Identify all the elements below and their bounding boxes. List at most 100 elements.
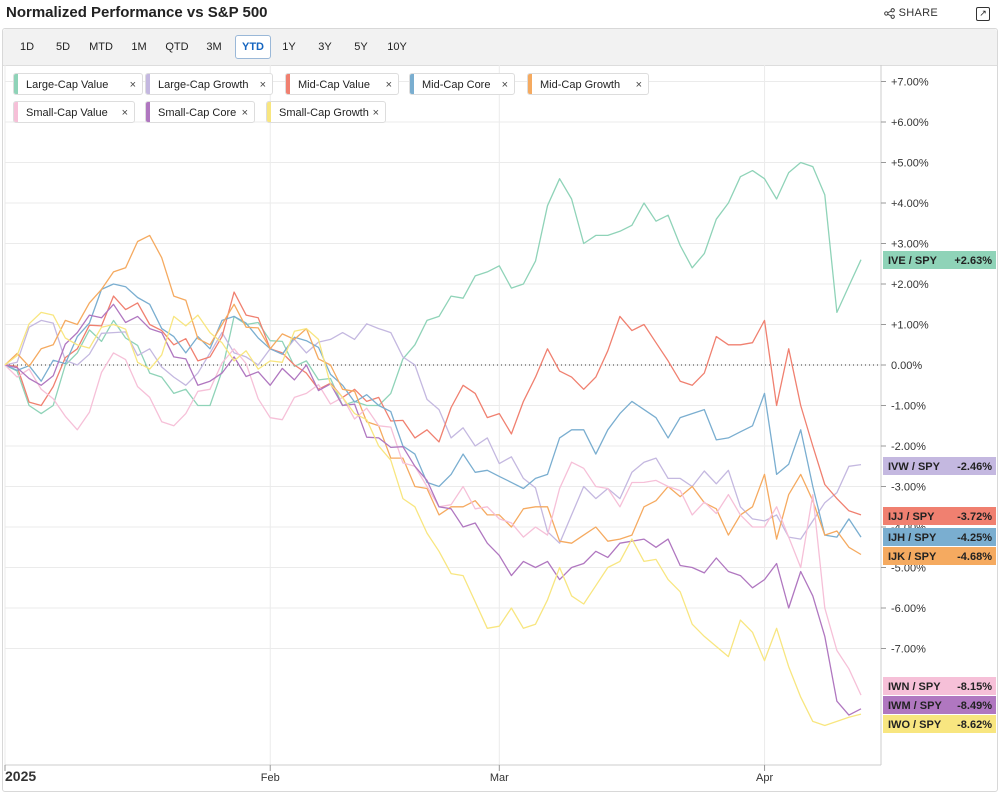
y-tick-label: -5.00% [891,563,926,575]
y-tick-label: +1.00% [891,320,929,332]
y-tick-label: +2.00% [891,279,929,291]
legend-label: Small-Cap Value [26,107,108,119]
value-badge-bg [883,251,996,269]
legend-swatch [267,102,271,122]
series-line-ijk [4,234,862,556]
legend-swatch [146,74,150,94]
series-line-ivw [4,319,862,544]
legend-label: Mid-Cap Growth [540,79,621,91]
value-badge-ijh: IJH / SPY -4.25% [883,528,996,546]
value-badge-bg [883,696,996,714]
legend-label: Small-Cap Growth [279,107,369,119]
value-badge-value: -8.15% [957,681,992,693]
legend-swatch [286,74,290,94]
chart-panel: 1D 5D MTD 1M QTD 3M YTD 1Y 3Y 5Y 10Y +7.00% +6.00% +… [2,28,998,792]
range-button-mtd[interactable]: MTD [89,41,113,53]
range-button-10y[interactable]: 10Y [387,41,407,53]
range-selector: 1D 5D MTD 1M QTD 3M YTD 1Y 3Y 5Y 10Y [3,29,997,66]
legend-swatch [528,74,532,94]
legend-chip-mid-cap-core[interactable]: Mid-Cap Core × [409,73,515,95]
share-label: SHARE [898,7,938,19]
performance-chart: +7.00% +6.00% +5.00% +4.00% +3.00% +2.00% +1.0… [4,65,996,784]
y-tick-label: 0.00% [891,360,922,372]
y-tick-label: -3.00% [891,482,926,494]
value-badge-ticker: IJJ / SPY [888,511,935,523]
close-icon[interactable]: × [259,79,266,91]
close-icon[interactable]: × [241,107,248,119]
value-badge-ticker: IVE / SPY [888,255,938,267]
value-badge-ticker: IWN / SPY [888,681,941,693]
value-badge-ticker: IWO / SPY [888,719,942,731]
legend-label: Mid-Cap Value [298,79,370,91]
legend-label: Small-Cap Core [158,107,237,119]
close-icon[interactable]: × [385,79,392,91]
y-tick-label: -7.00% [891,644,926,656]
y-tick-label: -2.00% [891,441,926,453]
value-badge-value: -3.72% [957,511,992,523]
value-badge-iwo: IWO / SPY -8.62% [883,715,996,733]
close-icon[interactable]: × [501,79,508,91]
value-badge-bg [883,507,996,525]
legend-chip-small-cap-core[interactable]: Small-Cap Core × [145,101,255,123]
close-icon[interactable]: × [129,79,136,91]
range-button-1d[interactable]: 1D [19,41,35,53]
value-badge-bg [883,547,996,565]
legend-swatch [14,102,18,122]
value-badge-value: -8.62% [957,719,992,731]
range-button-qtd[interactable]: QTD [165,41,189,53]
value-badge-ijj: IJJ / SPY -3.72% [883,507,996,525]
value-badge-value: +2.63% [954,255,992,267]
y-tick-label: +5.00% [891,158,929,170]
range-button-5y[interactable]: 5Y [354,41,368,53]
share-button[interactable]: SHARE [883,7,938,19]
value-badge-value: -4.68% [957,551,992,563]
range-button-ytd[interactable]: YTD [235,35,271,59]
value-badge-ticker: IVW / SPY [888,461,941,473]
value-badge-value: -8.49% [957,700,992,712]
expand-icon[interactable]: ↗ [976,7,990,21]
y-tick-label: +4.00% [891,198,929,210]
range-button-3m[interactable]: 3M [206,41,222,53]
header: Normalized Performance vs S&P 500 SHARE … [0,0,998,28]
close-icon[interactable]: × [372,107,379,119]
x-tick-label: Apr [756,772,773,784]
range-button-1y[interactable]: 1Y [282,41,296,53]
value-badge-ivw: IVW / SPY -2.46% [883,457,996,475]
legend-label: Mid-Cap Core [422,79,491,91]
range-button-5d[interactable]: 5D [55,41,71,53]
range-button-3y[interactable]: 3Y [318,41,332,53]
series-line-ijh [4,283,862,538]
value-badge-ijk: IJK / SPY -4.68% [883,547,996,565]
legend-chip-large-cap-growth[interactable]: Large-Cap Growth × [145,73,273,95]
y-tick-label: +7.00% [891,77,929,89]
value-badge-ticker: IJK / SPY [888,551,937,563]
page-title: Normalized Performance vs S&P 500 [6,4,268,21]
value-badge-ticker: IWM / SPY [888,700,942,712]
range-button-1m[interactable]: 1M [131,41,147,53]
legend-swatch [410,74,414,94]
y-tick-label: +6.00% [891,117,929,129]
share-icon [883,7,895,19]
value-badge-iwm: IWM / SPY -8.49% [883,696,996,714]
value-badge-value: -4.25% [957,532,992,544]
series-line-ijj [4,291,862,516]
legend-label: Large-Cap Growth [158,79,249,91]
value-badge-bg [883,457,996,475]
legend-chip-small-cap-growth[interactable]: Small-Cap Growth × [266,101,386,123]
x-tick-label: Feb [261,772,280,784]
value-badge-bg [883,715,996,733]
legend-chip-large-cap-value[interactable]: Large-Cap Value × [13,73,143,95]
legend-chip-mid-cap-value[interactable]: Mid-Cap Value × [285,73,399,95]
close-icon[interactable]: × [121,107,128,119]
legend-chip-small-cap-value[interactable]: Small-Cap Value × [13,101,135,123]
close-icon[interactable]: × [635,79,642,91]
y-tick-label: -6.00% [891,603,926,615]
x-tick-label: Mar [490,772,509,784]
series-line-iwn [4,348,862,696]
x-tick-label: 2025 [5,768,36,784]
legend-label: Large-Cap Value [26,79,109,91]
legend-chip-mid-cap-growth[interactable]: Mid-Cap Growth × [527,73,649,95]
value-badge-bg [883,677,996,695]
value-badge-ive: IVE / SPY +2.63% [883,251,996,269]
legend-swatch [146,102,150,122]
